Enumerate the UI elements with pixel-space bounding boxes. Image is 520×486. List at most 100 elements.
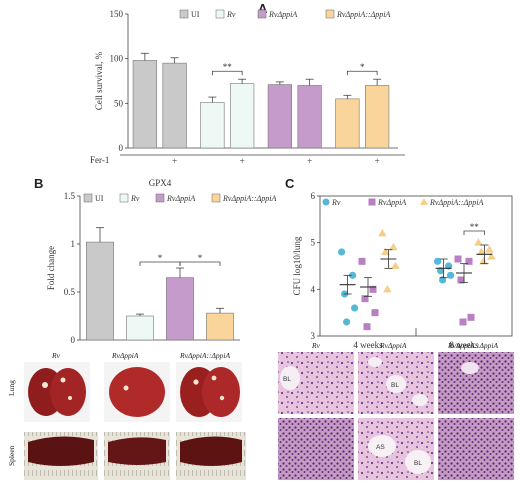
data-point	[369, 285, 377, 293]
data-point	[479, 256, 488, 265]
data-point	[338, 248, 346, 256]
bar	[126, 315, 154, 341]
y-tick-label: 0	[119, 143, 124, 153]
data-point	[381, 247, 390, 255]
data-point	[474, 238, 483, 246]
histo-rv-high	[278, 418, 354, 480]
data-point	[459, 318, 467, 326]
data-point	[477, 247, 486, 255]
legend-label: Rv	[226, 10, 236, 19]
data-point	[487, 252, 496, 260]
y-tick-label: 4	[311, 284, 316, 294]
bar	[162, 62, 187, 149]
data-point	[457, 276, 465, 284]
legend-label: UI	[95, 194, 104, 203]
data-point	[439, 276, 447, 284]
significance-bracket	[179, 261, 221, 266]
spleen-row-label: Spleen	[7, 445, 16, 466]
legend-swatch	[179, 9, 189, 19]
data-point	[358, 257, 366, 265]
bar	[166, 277, 194, 341]
significance-bracket	[211, 70, 243, 76]
lung-lesion	[123, 385, 129, 391]
lung-photo-ppia	[109, 367, 165, 417]
bar	[132, 60, 157, 149]
histo-bronchiole	[386, 375, 406, 393]
histo-header-rv: Rv	[311, 341, 321, 350]
bar	[335, 98, 360, 149]
legend-label: RvΔppiA::ΔppiA	[336, 10, 390, 19]
x-group-label: 8 weeks	[449, 340, 479, 350]
significance-bracket	[463, 230, 485, 235]
significance-label: **	[470, 222, 480, 232]
y-tick-label: 150	[110, 9, 124, 19]
lung-lesion	[211, 375, 217, 381]
lung-lesion	[42, 382, 48, 388]
fer1-mark: +	[240, 156, 245, 166]
y-tick-label: 1	[71, 239, 76, 249]
chart-title: GPX4	[149, 178, 172, 188]
lung-header-rv: Rv	[51, 351, 61, 360]
significance-label: **	[223, 62, 233, 72]
data-point	[361, 295, 369, 303]
significance-label: *	[360, 62, 365, 72]
data-point	[485, 245, 494, 253]
histo-header-comp: RvΔppiA::ΔppiA	[447, 341, 498, 350]
histo-label-as: AS	[376, 444, 385, 451]
panel-c-chart: 3 4 5 6 CFU log10/lung 4 weeks 8 weeks Rv RvΔppi…	[292, 191, 513, 350]
y-axis-label: CFU log10/lung	[292, 236, 302, 295]
lung-lesion	[60, 377, 66, 383]
significance-label: *	[158, 253, 163, 263]
legend-marker	[420, 198, 428, 205]
histo-alveolar-space	[368, 435, 396, 457]
fer1-mark: +	[307, 156, 312, 166]
legend-swatch	[215, 9, 225, 19]
data-point	[467, 313, 475, 321]
lung-spleen-photos: Rv RvΔppiA RvΔppiA::ΔppiA Lung Spleen	[7, 351, 246, 480]
y-tick-label: 0	[71, 335, 76, 345]
histology-panel: Rv RvΔppiA RvΔppiA::ΔppiA BL BL AS BL	[278, 341, 514, 480]
legend-swatch	[325, 9, 335, 19]
data-point	[343, 318, 351, 326]
data-point	[434, 257, 442, 265]
y-axis-label: Fold change	[46, 246, 56, 290]
legend-swatch	[83, 193, 93, 203]
histo-header-ppia: RvΔppiA	[379, 341, 407, 350]
data-point	[454, 255, 462, 263]
lung-header-comp: RvΔppiA::ΔppiA	[179, 351, 230, 360]
bar	[230, 83, 255, 149]
legend-label: RvΔppiA	[377, 198, 406, 207]
spleen-photo-ppia	[108, 437, 166, 465]
bar	[297, 85, 322, 149]
legend-label: UI	[191, 10, 200, 19]
data-point	[465, 257, 473, 265]
plot-frame	[319, 195, 513, 337]
spleen-photo-comp	[180, 436, 242, 466]
fer1-row-label: Fer-1	[90, 155, 109, 165]
significance-bracket	[346, 70, 378, 76]
bar	[365, 85, 390, 149]
legend-swatch	[257, 9, 267, 19]
fer1-mark: +	[375, 156, 380, 166]
data-point	[389, 242, 398, 251]
y-tick-label: 3	[311, 331, 316, 341]
histo-alveolar-space	[368, 357, 382, 367]
spleen-photo-rv	[28, 436, 94, 466]
fer1-mark: +	[172, 156, 177, 166]
significance-label: *	[198, 253, 203, 263]
histo-comp-low	[438, 352, 514, 414]
legend-label: RvΔppiA::ΔppiA	[429, 198, 483, 207]
data-point	[371, 309, 379, 317]
histo-label-bl: BL	[283, 376, 291, 383]
lung-lesion	[193, 379, 199, 385]
y-tick-label: 50	[114, 98, 124, 108]
y-tick-label: 5	[311, 238, 316, 248]
y-axis-label: Cell survival, %	[94, 51, 104, 110]
legend-swatch	[119, 193, 129, 203]
legend-label: RvΔppiA::ΔppiA	[222, 194, 276, 203]
histo-bronchiole	[405, 450, 431, 474]
legend-swatch	[155, 193, 165, 203]
data-point	[349, 271, 357, 279]
bar	[206, 312, 234, 341]
